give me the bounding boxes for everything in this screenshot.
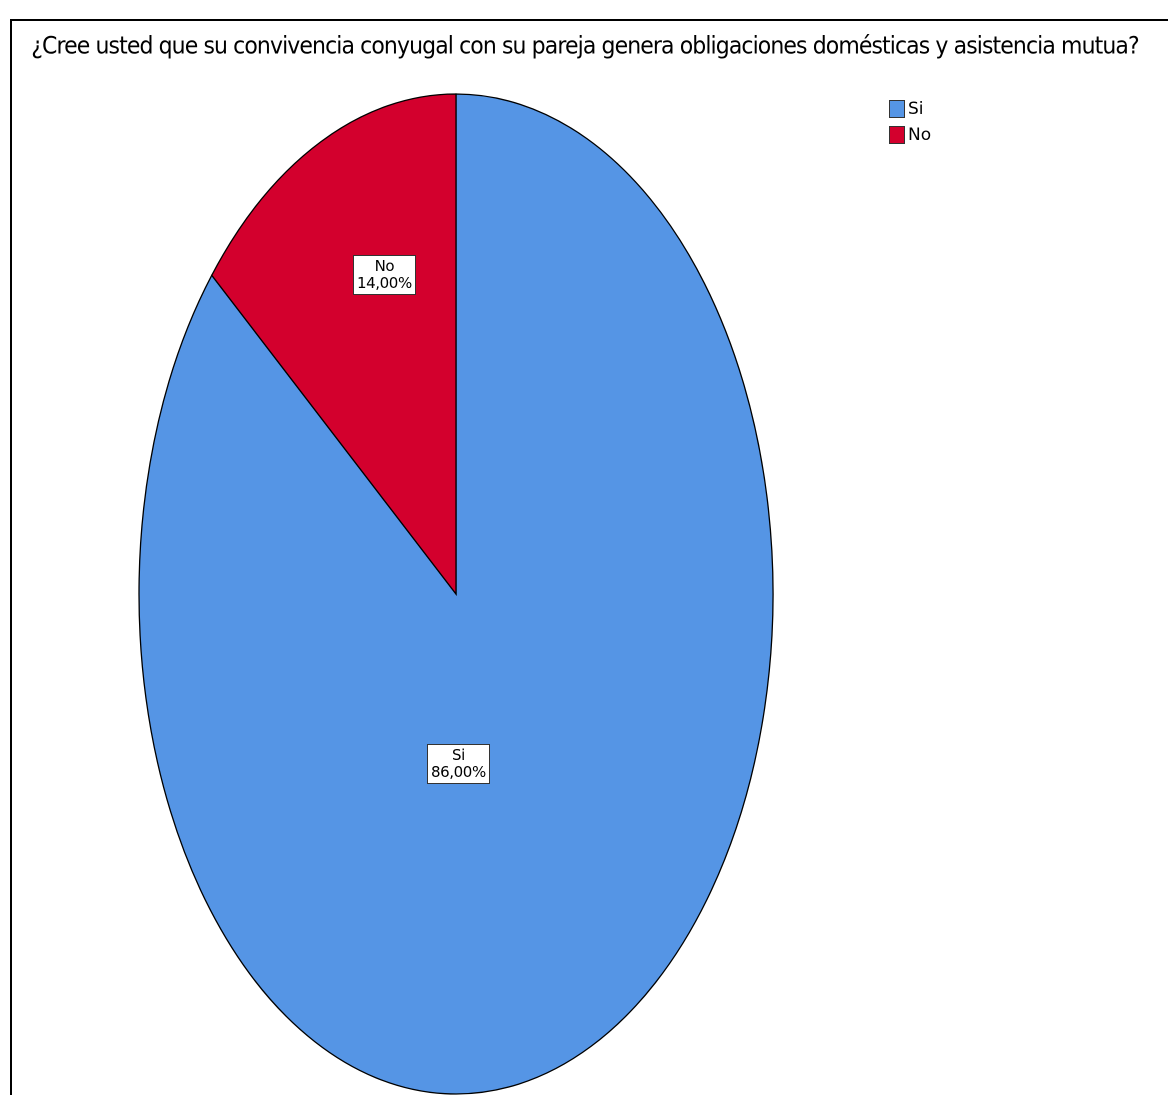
legend-label-no: No	[908, 125, 932, 145]
pie-slice-no	[210, 93, 457, 596]
data-label-no: No 14,00%	[353, 255, 416, 295]
chart-title: ¿Cree usted que su convivencia conyugal …	[31, 33, 1139, 60]
data-label-si: Si 86,00%	[427, 744, 490, 784]
legend-label-si: Si	[908, 99, 924, 119]
data-label-no-value: 14,00%	[357, 274, 412, 292]
chart-frame	[10, 19, 1168, 1095]
legend-item-si: Si	[889, 96, 931, 122]
data-label-si-value: 86,00%	[431, 763, 486, 781]
data-label-si-category: Si	[451, 746, 465, 764]
legend-swatch-si	[889, 100, 905, 118]
data-label-no-category: No	[374, 257, 395, 275]
legend: Si No	[889, 96, 931, 148]
legend-item-no: No	[889, 122, 931, 148]
legend-swatch-no	[889, 126, 905, 144]
